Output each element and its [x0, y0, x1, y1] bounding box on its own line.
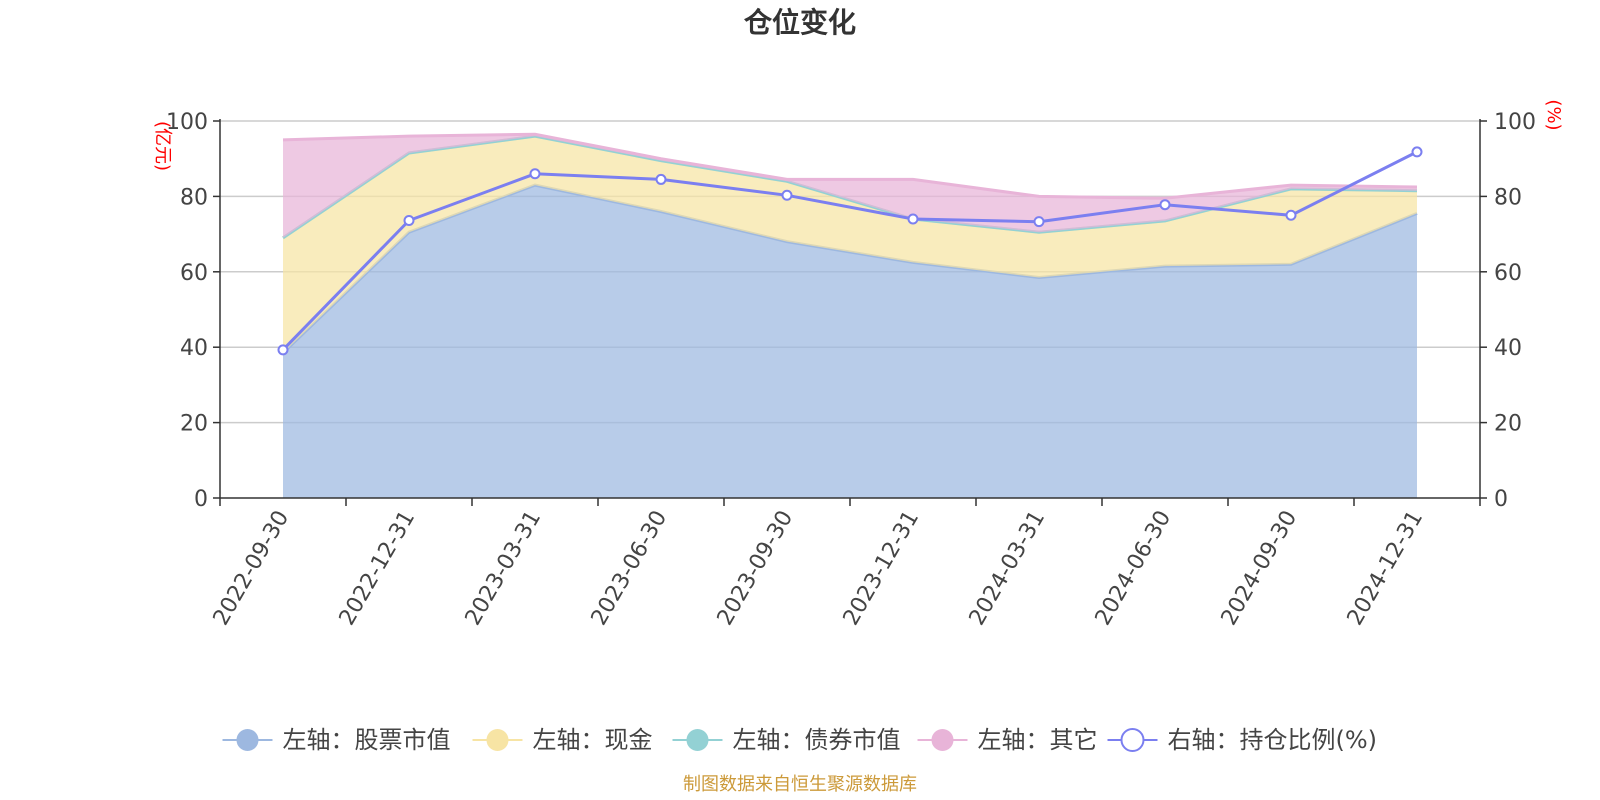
x-tick-label: 2022-09-30 [209, 507, 295, 630]
legend-label: 左轴：现金 [533, 726, 653, 754]
left-tick-label: 20 [180, 412, 208, 437]
left-axis-unit: (亿元) [152, 121, 173, 171]
right-tick-label: 100 [1494, 110, 1536, 135]
left-tick-label: 40 [180, 336, 208, 361]
legend-item: 左轴：其它 [917, 726, 1098, 754]
right-axis-unit: (%) [1543, 99, 1564, 130]
x-tick-label: 2024-09-30 [1217, 507, 1303, 630]
right-tick-label: 20 [1494, 412, 1522, 437]
line-point [529, 168, 541, 180]
legend-label: 右轴：持仓比例(%) [1168, 726, 1378, 754]
x-tick-label: 2023-03-31 [461, 507, 547, 630]
legend-item: 左轴：股票市值 [222, 726, 451, 754]
x-tick-label: 2023-12-31 [839, 507, 925, 630]
left-tick-label: 100 [166, 110, 208, 135]
stacked-areas [281, 132, 1418, 498]
line-point [781, 189, 793, 201]
area-左轴：其它 [283, 134, 1417, 238]
chart-title: 仓位变化 [744, 6, 856, 39]
right-tick-label: 40 [1494, 336, 1522, 361]
line-point [1285, 209, 1297, 221]
legend-marker [931, 729, 954, 751]
line-point [403, 215, 415, 227]
left-tick-label: 80 [180, 185, 208, 210]
line-point [655, 173, 667, 185]
legend-marker [236, 729, 259, 751]
left-tick-label: 0 [194, 487, 208, 512]
line-point [277, 344, 289, 356]
x-tick-label: 2024-03-31 [965, 507, 1051, 630]
legend: 左轴：股票市值 左轴：现金 左轴：债券市值 左轴：其它 右轴：持仓比例(%) [222, 726, 1378, 754]
holding-ratio-line [277, 146, 1423, 356]
right-tick-label: 60 [1494, 261, 1522, 286]
data-source-note: 制图数据来自恒生聚源数据库 [683, 774, 917, 795]
x-tick-label: 2023-09-30 [713, 507, 799, 630]
legend-marker [1120, 728, 1145, 752]
area-edge-左轴：其它 [282, 132, 1418, 200]
area-左轴：现金 [283, 136, 1417, 353]
line-point [1033, 216, 1045, 228]
x-tick-label: 2024-12-31 [1343, 507, 1429, 630]
line-point [907, 213, 919, 225]
area-左轴：股票市值 [283, 185, 1417, 498]
legend-item: 左轴：现金 [472, 726, 653, 754]
left-tick-label: 60 [180, 261, 208, 286]
legend-marker [486, 729, 509, 751]
legend-item: 右轴：持仓比例(%) [1107, 726, 1378, 754]
line-point [1159, 199, 1171, 211]
x-tick-label: 2023-06-30 [587, 507, 673, 630]
right-tick-label: 0 [1494, 487, 1508, 512]
line-point [1411, 146, 1423, 158]
legend-marker [686, 729, 709, 751]
legend-label: 左轴：其它 [978, 726, 1098, 754]
right-tick-label: 80 [1494, 185, 1522, 210]
line-右轴：持仓比例(%) [281, 150, 1418, 351]
legend-label: 左轴：股票市值 [283, 726, 451, 754]
x-tick-label: 2022-12-31 [335, 507, 421, 630]
legend-label: 左轴：债券市值 [733, 726, 901, 754]
legend-item: 左轴：债券市值 [672, 726, 901, 754]
x-tick-label: 2024-06-30 [1091, 507, 1177, 630]
